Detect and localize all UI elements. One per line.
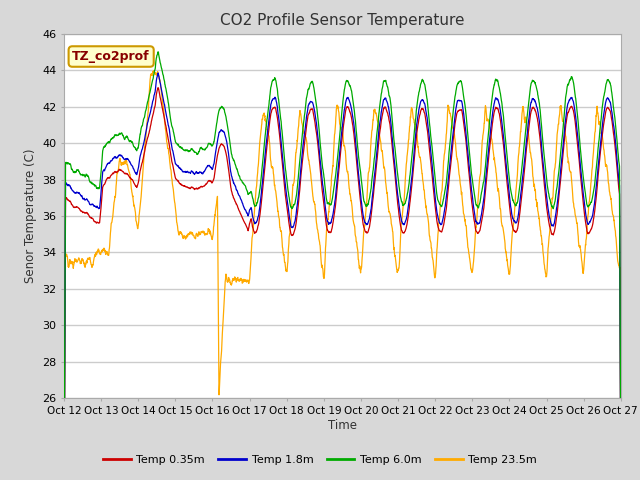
Text: TZ_co2prof: TZ_co2prof xyxy=(72,50,150,63)
Title: CO2 Profile Sensor Temperature: CO2 Profile Sensor Temperature xyxy=(220,13,465,28)
X-axis label: Time: Time xyxy=(328,419,357,432)
Y-axis label: Senor Temperature (C): Senor Temperature (C) xyxy=(24,149,36,283)
Legend: Temp 0.35m, Temp 1.8m, Temp 6.0m, Temp 23.5m: Temp 0.35m, Temp 1.8m, Temp 6.0m, Temp 2… xyxy=(99,451,541,469)
